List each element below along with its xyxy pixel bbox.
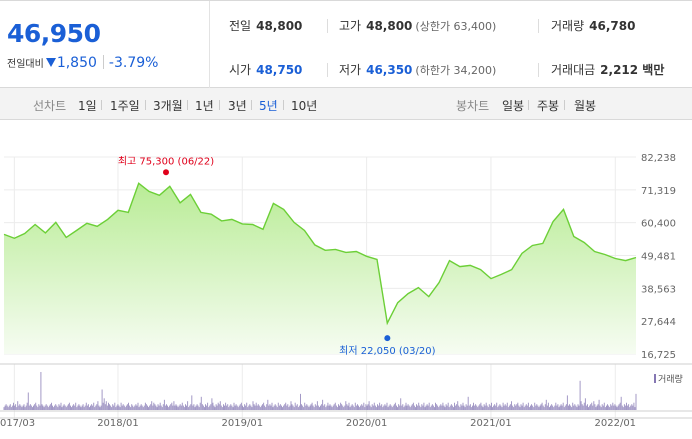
- x-tick-label: 2017/03: [0, 418, 35, 429]
- divider: [538, 19, 539, 33]
- divider: [528, 100, 529, 110]
- x-tick-label: 2022/01: [595, 418, 637, 429]
- divider: [101, 100, 102, 110]
- tab-10-years[interactable]: 10년: [291, 99, 318, 113]
- divider: [283, 100, 284, 110]
- volume-bars: [3, 372, 637, 410]
- tab-daily-candle[interactable]: 일봉: [502, 99, 525, 113]
- y-tick-label: 82,238: [641, 153, 676, 164]
- tab-3-months[interactable]: 3개월: [153, 99, 183, 113]
- y-axis: 82,238 71,319 60,400 49,481 38,563 27,644 16,7…: [641, 153, 676, 361]
- divider: [102, 55, 104, 69]
- price-box: 46,950 전일대비 1,850 -3.79%: [0, 1, 210, 88]
- prev-close: 전일 48,800: [229, 17, 302, 34]
- y-tick-label: 38,563: [641, 284, 676, 295]
- divider: [251, 100, 252, 110]
- change-row: 전일대비 1,850 -3.79%: [7, 55, 158, 71]
- x-axis: 2017/03 2018/01 2019/01 2020/01 2021/01 2022/…: [0, 418, 636, 429]
- divider: [187, 100, 188, 110]
- down-arrow-icon: [45, 58, 56, 67]
- open-price: 시가 48,750: [229, 61, 302, 78]
- y-tick-label: 49,481: [641, 252, 676, 263]
- quote-summary: 46,950 전일대비 1,850 -3.79% 전일 48,800 고가 48,800…: [0, 0, 692, 88]
- divider: [327, 19, 328, 33]
- volume-value: 46,780: [589, 19, 636, 33]
- chart-tabs: 선차트 1일 1주일 3개월 1년 3년 5년 10년 봉차트 일봉 주봉 월봉: [0, 88, 692, 120]
- tab-monthly-candle[interactable]: 월봉: [574, 99, 597, 113]
- y-tick-label: 60,400: [641, 219, 676, 230]
- price-area: [4, 183, 636, 354]
- trade-amount: 거래대금 2,212 백만: [551, 61, 664, 78]
- x-tick-label: 2019/01: [222, 418, 264, 429]
- open-value: 48,750: [256, 63, 303, 77]
- tab-5-years[interactable]: 5년: [259, 99, 278, 113]
- divider: [538, 63, 539, 77]
- amount-value: 2,212 백만: [600, 63, 665, 77]
- y-tick-label: 71,319: [641, 186, 676, 197]
- divider: [145, 100, 146, 110]
- low-label: 저가: [339, 63, 362, 77]
- divider: [219, 100, 220, 110]
- tab-weekly-candle[interactable]: 주봉: [537, 99, 560, 113]
- change-rate: -3.79%: [108, 55, 159, 71]
- divider: [327, 63, 328, 77]
- lower-limit: (하한가 34,200): [415, 64, 497, 77]
- high-price: 고가 48,800 (상한가 63,400): [339, 17, 496, 34]
- low-value: 46,350: [366, 63, 413, 77]
- x-tick-label: 2021/01: [470, 418, 512, 429]
- open-label: 시가: [229, 63, 252, 77]
- tab-1-year[interactable]: 1년: [195, 99, 214, 113]
- volume: 거래량 46,780: [551, 17, 635, 34]
- price-chart: 82,238 71,319 60,400 49,481 38,563 27,644 16,7…: [0, 153, 692, 429]
- x-tick-label: 2018/01: [97, 418, 139, 429]
- change-amount: 1,850: [56, 55, 97, 71]
- high-label: 고가: [339, 19, 362, 33]
- prev-close-label: 전일: [229, 19, 252, 33]
- chart-annotations: 거래량 최고 75,300 (06/22) 최저 22,050 (03/20): [118, 155, 683, 385]
- candle-chart-label: 봉차트: [456, 99, 490, 113]
- y-tick-label: 16,725: [641, 350, 676, 361]
- low-marker: [384, 335, 391, 342]
- divider: [564, 100, 565, 110]
- y-tick-label: 27,644: [641, 317, 676, 328]
- high-annotation: 최고 75,300 (06/22): [118, 155, 214, 167]
- current-price: 46,950: [7, 19, 101, 48]
- low-price: 저가 46,350 (하한가 34,200): [339, 61, 496, 78]
- high-value: 48,800: [366, 19, 413, 33]
- amount-label: 거래대금: [551, 63, 596, 77]
- volume-legend-label: 거래량: [658, 373, 683, 385]
- change-label: 전일대비: [7, 59, 44, 70]
- line-chart-label: 선차트: [33, 99, 67, 113]
- x-tick-label: 2020/01: [346, 418, 388, 429]
- tab-1-week[interactable]: 1주일: [110, 99, 140, 113]
- upper-limit: (상한가 63,400): [415, 20, 497, 33]
- high-marker: [163, 169, 169, 176]
- prev-close-value: 48,800: [256, 19, 303, 33]
- volume-legend-swatch: [654, 374, 656, 383]
- tab-1-day[interactable]: 1일: [78, 99, 97, 113]
- tab-3-years[interactable]: 3년: [228, 99, 247, 113]
- price-line: [3, 182, 637, 326]
- volume-label: 거래량: [551, 19, 585, 33]
- low-annotation: 최저 22,050 (03/20): [339, 345, 435, 357]
